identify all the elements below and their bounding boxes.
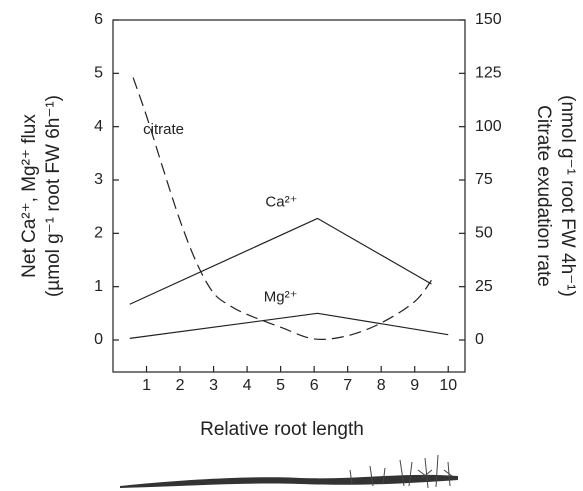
y2-axis-label: (nmol g⁻¹ root FW 4h⁻¹) (557, 95, 578, 297)
y-axis-label: (µmol g⁻¹ root FW 6h⁻¹) (43, 95, 64, 297)
y-tick-label: 4 (94, 118, 103, 135)
data-line (129, 312, 449, 339)
data-line (132, 77, 432, 341)
y-tick-label: 2 (94, 225, 103, 242)
y2-tick-label: 125 (475, 65, 502, 82)
y2-tick-label: 50 (475, 225, 493, 242)
x-tick-label: 8 (377, 377, 386, 394)
x-tick-label: 9 (410, 377, 419, 394)
y-tick-label: 5 (94, 65, 103, 82)
y2-tick-label: 25 (475, 278, 493, 295)
y2-tick-label: 75 (475, 171, 493, 188)
y2-tick-label: 100 (475, 118, 502, 135)
x-axis-label: Relative root length (200, 419, 364, 440)
x-tick-label: 4 (243, 377, 252, 394)
y2-tick-label: 150 (475, 11, 502, 28)
x-tick-label: 1 (142, 377, 151, 394)
y-axis-label: Net Ca²⁺, Mg²⁺ flux (19, 114, 40, 278)
series-label: citrate (143, 121, 184, 138)
plot-frame (112, 19, 466, 373)
y-tick-label: 6 (94, 11, 103, 28)
y2-tick-label: 0 (475, 331, 484, 348)
data-line (129, 217, 432, 305)
x-tick-label: 2 (176, 377, 185, 394)
x-tick-label: 3 (209, 377, 218, 394)
x-tick-label: 10 (439, 377, 457, 394)
root-illustration (120, 454, 458, 489)
y-tick-label: 3 (94, 171, 103, 188)
y2-axis-label: Citrate exudation rate (533, 105, 554, 287)
x-tick-label: 6 (310, 377, 319, 394)
x-tick-label: 7 (343, 377, 352, 394)
series-label: Mg²⁺ (264, 288, 298, 305)
series-label: Ca²⁺ (265, 193, 297, 210)
y-tick-label: 1 (94, 278, 103, 295)
y-tick-label: 0 (94, 331, 103, 348)
x-tick-label: 5 (276, 377, 285, 394)
